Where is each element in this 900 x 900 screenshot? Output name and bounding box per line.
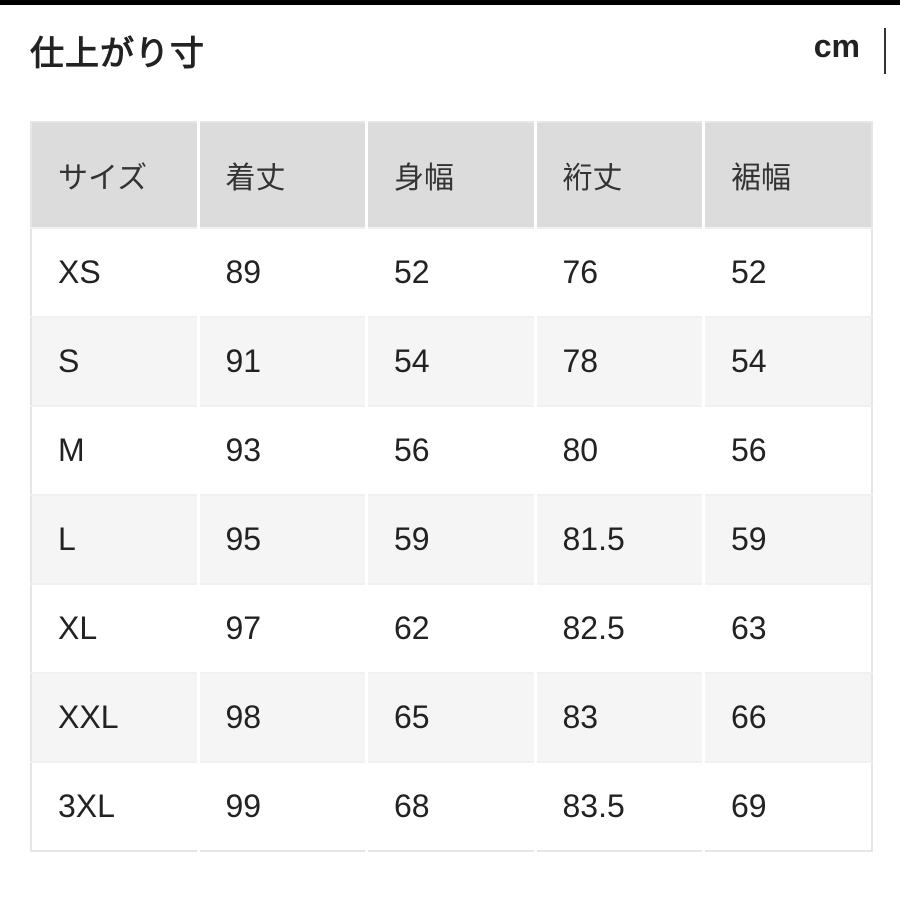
value-cell: 68 (365, 761, 535, 851)
column-header: 裾幅 (702, 122, 872, 228)
column-header: 着丈 (196, 122, 367, 228)
page-title: 仕上がり寸 (30, 34, 205, 74)
header-row: サイズ 着丈 身幅 裄丈 裾幅 (31, 122, 872, 228)
value-cell: 98 (196, 672, 367, 762)
table-row: XS 89 52 76 52 (31, 227, 872, 317)
table-row: M 93 56 80 56 (31, 405, 872, 495)
table-row: XL 97 62 82.5 63 (31, 583, 872, 673)
column-header: 身幅 (365, 122, 535, 228)
size-cell: S (31, 316, 199, 406)
value-cell: 62 (365, 583, 535, 673)
value-cell: 52 (702, 227, 872, 317)
value-cell: 83.5 (533, 761, 704, 851)
value-cell: 95 (196, 494, 367, 584)
top-bar (0, 0, 900, 5)
divider (884, 28, 886, 74)
value-cell: 93 (196, 405, 367, 495)
table-row: XXL 98 65 83 66 (31, 672, 872, 762)
value-cell: 66 (702, 672, 872, 762)
value-cell: 89 (196, 227, 367, 317)
size-cell: M (31, 405, 199, 495)
value-cell: 99 (196, 761, 367, 851)
column-header: 裄丈 (533, 122, 704, 228)
value-cell: 54 (702, 316, 872, 406)
column-header: サイズ (31, 122, 198, 228)
size-cell: L (31, 494, 199, 584)
size-cell: XL (31, 583, 199, 673)
value-cell: 83 (533, 672, 704, 762)
table-row: L 95 59 81.5 59 (31, 494, 872, 584)
size-table: サイズ 着丈 身幅 裄丈 裾幅 XS 89 52 76 52 S 91 54 78 54 M 93 56 80 56… (30, 121, 873, 852)
value-cell: 91 (196, 316, 367, 406)
value-cell: 52 (365, 227, 535, 317)
value-cell: 80 (533, 405, 704, 495)
value-cell: 56 (365, 405, 535, 495)
unit-label: cm (813, 28, 860, 64)
value-cell: 59 (702, 494, 872, 584)
value-cell: 76 (533, 227, 704, 317)
value-cell: 78 (533, 316, 704, 406)
value-cell: 69 (702, 761, 872, 851)
size-cell: 3XL (31, 761, 199, 851)
size-cell: XS (31, 227, 199, 317)
value-cell: 59 (365, 494, 535, 584)
table-row: S 91 54 78 54 (31, 316, 872, 406)
value-cell: 81.5 (533, 494, 704, 584)
value-cell: 63 (702, 583, 872, 673)
size-cell: XXL (31, 672, 199, 762)
value-cell: 82.5 (533, 583, 704, 673)
value-cell: 54 (365, 316, 535, 406)
value-cell: 56 (702, 405, 872, 495)
value-cell: 65 (365, 672, 535, 762)
value-cell: 97 (196, 583, 367, 673)
table-row: 3XL 99 68 83.5 69 (31, 761, 872, 851)
